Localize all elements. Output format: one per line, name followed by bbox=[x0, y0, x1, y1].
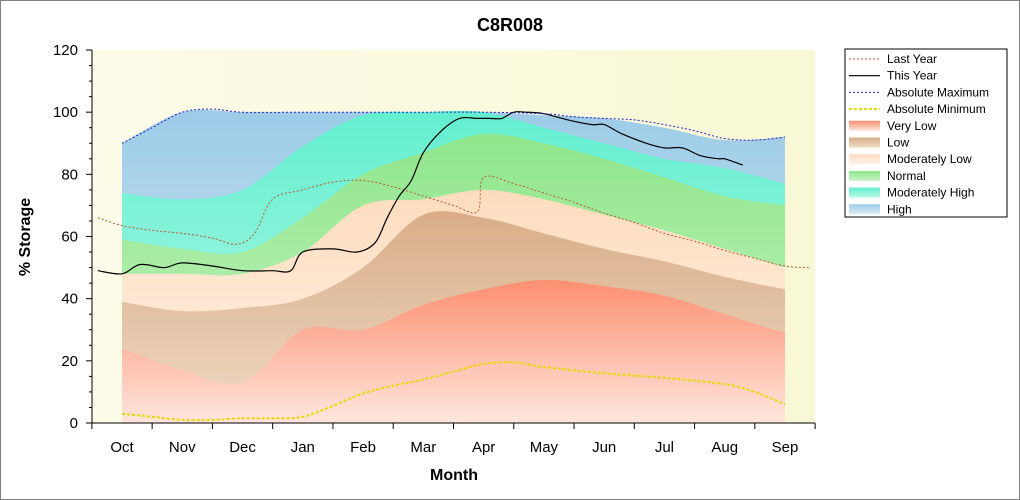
legend: Last Year This Year Absolute Maximum Absolu… bbox=[844, 48, 1008, 218]
x-tick-label: Apr bbox=[472, 439, 495, 456]
y-tick-label: 0 bbox=[70, 415, 78, 432]
x-tick-label: May bbox=[530, 439, 559, 456]
legend-label: Low bbox=[887, 136, 909, 150]
legend-label: Absolute Minimum bbox=[887, 102, 986, 116]
legend-swatch bbox=[849, 137, 880, 148]
x-axis-label: Month bbox=[430, 467, 478, 484]
y-tick-label: 20 bbox=[61, 353, 78, 370]
legend-label: Normal bbox=[887, 169, 926, 183]
legend-swatch bbox=[849, 187, 880, 198]
x-tick-label: Mar bbox=[410, 439, 436, 456]
this-year-line bbox=[97, 111, 743, 275]
legend-label: Moderately Low bbox=[887, 152, 972, 166]
x-tick-label: Feb bbox=[350, 439, 376, 456]
legend-label: High bbox=[887, 202, 912, 216]
legend-label: Very Low bbox=[887, 119, 937, 133]
x-tick-label: Dec bbox=[229, 439, 256, 456]
x-tick-label: Oct bbox=[110, 439, 134, 456]
legend-swatch bbox=[849, 154, 880, 165]
legend-swatch bbox=[849, 170, 880, 181]
y-tick-label: 80 bbox=[61, 166, 78, 183]
legend-label: Last Year bbox=[887, 52, 937, 66]
band-very-low bbox=[122, 279, 785, 423]
legend-swatch bbox=[849, 120, 880, 131]
legend-label: This Year bbox=[887, 69, 937, 83]
x-tick-label: Sep bbox=[772, 439, 799, 456]
tick-labels: 0 20 40 60 80 100 120 Oct Nov Dec Jan Feb Mar Apr May J… bbox=[53, 42, 798, 456]
y-tick-label: 60 bbox=[61, 229, 78, 246]
absolute-minimum-line bbox=[121, 361, 786, 422]
y-axis-label: % Storage bbox=[17, 198, 34, 276]
y-tick-label: 40 bbox=[61, 291, 78, 308]
last-year-line bbox=[97, 175, 810, 269]
y-tick-label: 100 bbox=[53, 104, 78, 121]
x-tick-label: Jul bbox=[655, 439, 674, 456]
x-tick-label: Nov bbox=[169, 439, 196, 456]
x-tick-label: Aug bbox=[711, 439, 738, 456]
legend-swatch bbox=[849, 204, 880, 215]
legend-label: Absolute Maximum bbox=[887, 85, 989, 99]
y-tick-label: 120 bbox=[53, 42, 78, 59]
axes bbox=[86, 49, 816, 429]
chart-title: C8R008 bbox=[477, 15, 543, 35]
legend-label: Moderately High bbox=[887, 186, 974, 200]
x-tick-label: Jun bbox=[592, 439, 616, 456]
absolute-maximum-line bbox=[121, 108, 786, 144]
series-lines bbox=[97, 108, 810, 422]
band-areas bbox=[122, 109, 785, 423]
x-tick-label: Jan bbox=[291, 439, 315, 456]
